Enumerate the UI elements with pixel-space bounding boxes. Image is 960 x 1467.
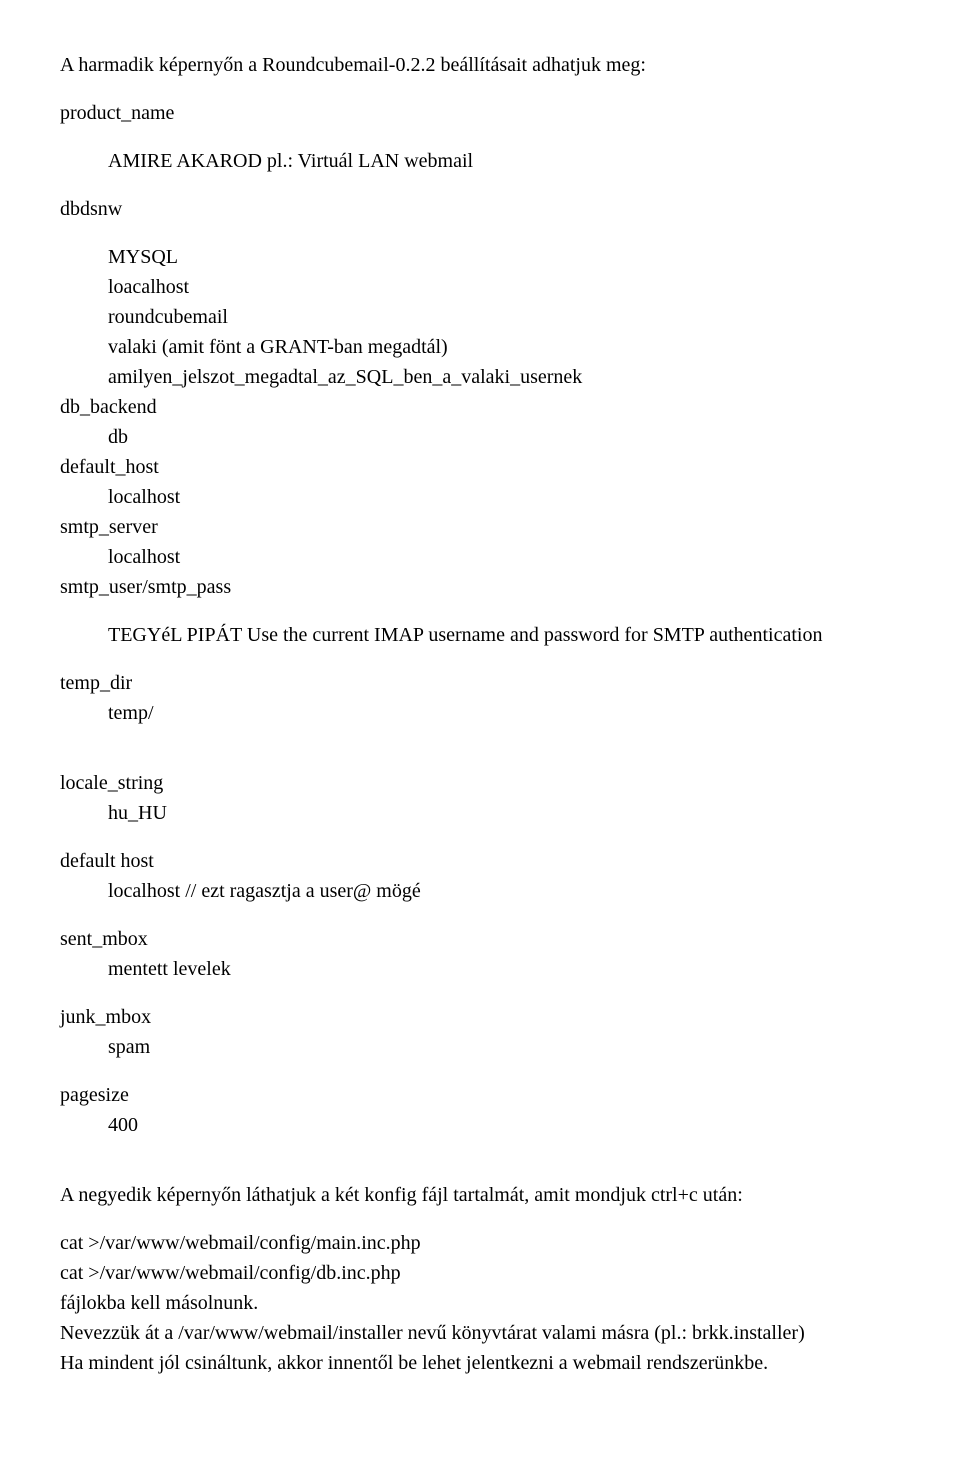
- default-host2-label: default host: [60, 846, 900, 876]
- smtp-server-value: localhost: [60, 542, 900, 572]
- pagesize-label: pagesize: [60, 1080, 900, 1110]
- db-backend-label: db_backend: [60, 392, 900, 422]
- smtp-user-note: TEGYéL PIPÁT Use the current IMAP userna…: [60, 620, 900, 650]
- temp-dir-label: temp_dir: [60, 668, 900, 698]
- cat-line-1: cat >/var/www/webmail/config/main.inc.ph…: [60, 1228, 900, 1258]
- rename-note: Nevezzük át a /var/www/webmail/installer…: [60, 1318, 900, 1348]
- intro-text: A harmadik képernyőn a Roundcubemail-0.2…: [60, 50, 900, 80]
- locale-string-label: locale_string: [60, 768, 900, 798]
- db-mysql: MYSQL: [60, 242, 900, 272]
- product-name-value: AMIRE AKAROD pl.: Virtuál LAN webmail: [60, 146, 900, 176]
- final-note: Ha mindent jól csináltunk, akkor innentő…: [60, 1348, 900, 1378]
- smtp-server-label: smtp_server: [60, 512, 900, 542]
- db-amilyen: amilyen_jelszot_megadtal_az_SQL_ben_a_va…: [60, 362, 900, 392]
- junk-mbox-label: junk_mbox: [60, 1002, 900, 1032]
- product-name-label: product_name: [60, 98, 900, 128]
- db-roundcubemail: roundcubemail: [60, 302, 900, 332]
- db-loacalhost: loacalhost: [60, 272, 900, 302]
- locale-string-value: hu_HU: [60, 798, 900, 828]
- junk-mbox-value: spam: [60, 1032, 900, 1062]
- sent-mbox-label: sent_mbox: [60, 924, 900, 954]
- default-host-value: localhost: [60, 482, 900, 512]
- copy-note: fájlokba kell másolnunk.: [60, 1288, 900, 1318]
- default-host2-value: localhost // ezt ragasztja a user@ mögé: [60, 876, 900, 906]
- cat-line-2: cat >/var/www/webmail/config/db.inc.php: [60, 1258, 900, 1288]
- default-host-label: default_host: [60, 452, 900, 482]
- temp-dir-value: temp/: [60, 698, 900, 728]
- fourth-screen-text: A negyedik képernyőn láthatjuk a két kon…: [60, 1180, 900, 1210]
- dbdsnw-label: dbdsnw: [60, 194, 900, 224]
- pagesize-value: 400: [60, 1110, 900, 1140]
- sent-mbox-value: mentett levelek: [60, 954, 900, 984]
- db-valaki: valaki (amit fönt a GRANT-ban megadtál): [60, 332, 900, 362]
- smtp-user-label: smtp_user/smtp_pass: [60, 572, 900, 602]
- db-backend-value: db: [60, 422, 900, 452]
